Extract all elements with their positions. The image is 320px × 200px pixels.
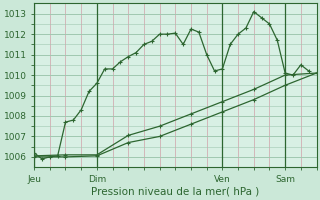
X-axis label: Pression niveau de la mer( hPa ): Pression niveau de la mer( hPa )	[91, 187, 260, 197]
